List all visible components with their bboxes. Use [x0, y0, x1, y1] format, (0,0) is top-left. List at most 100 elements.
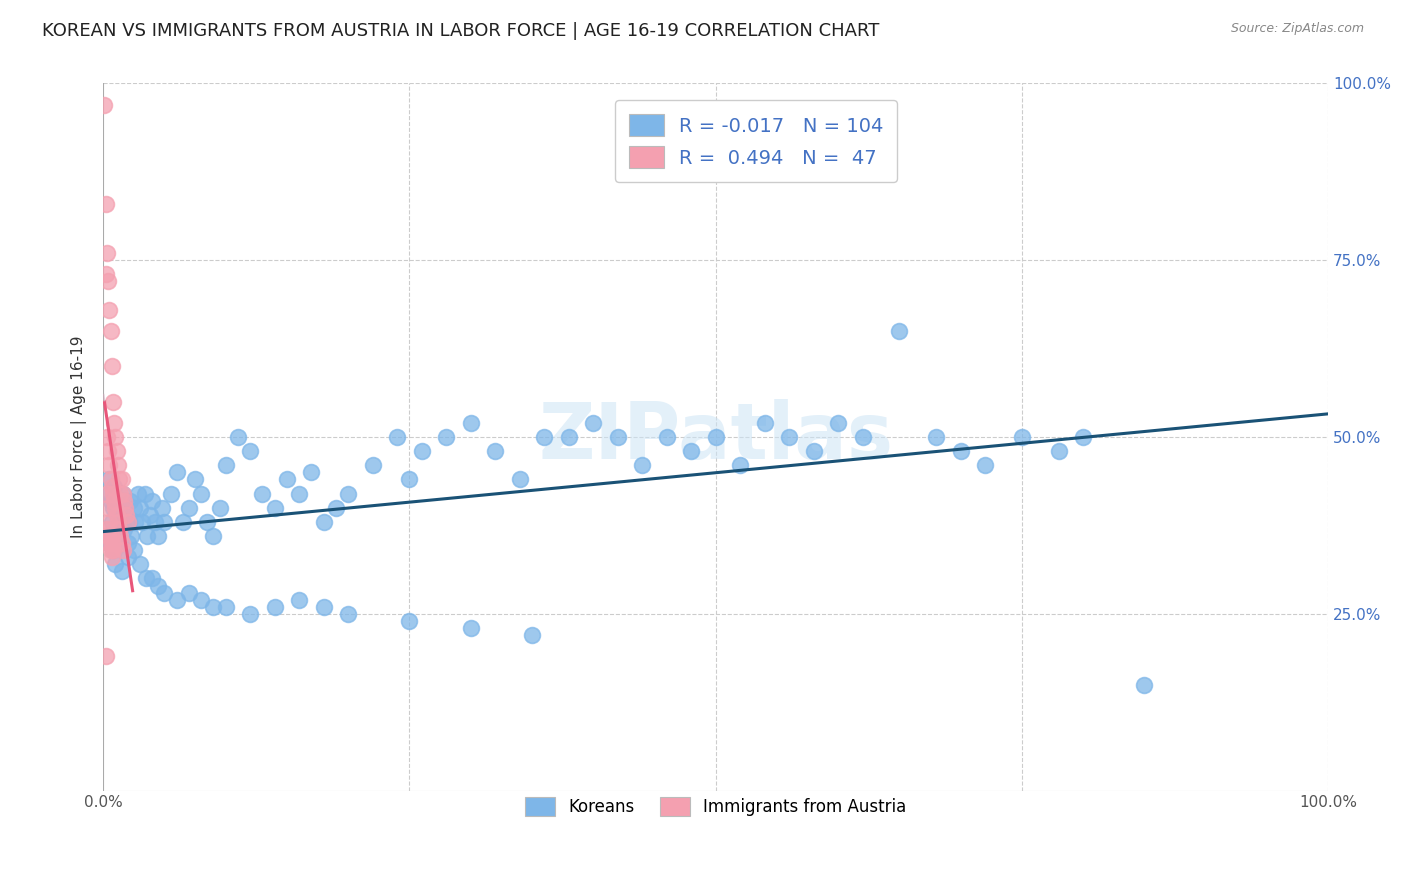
- Point: [190, 486, 212, 500]
- Point: [101, 543, 124, 558]
- Point: [704, 430, 727, 444]
- Point: [122, 500, 145, 515]
- Point: [288, 592, 311, 607]
- Point: [135, 571, 157, 585]
- Point: [276, 473, 298, 487]
- Point: [139, 508, 162, 522]
- Legend: Koreans, Immigrants from Austria: Koreans, Immigrants from Austria: [517, 789, 914, 825]
- Point: [101, 500, 124, 515]
- Point: [172, 515, 194, 529]
- Point: [115, 508, 138, 522]
- Point: [153, 515, 176, 529]
- Point: [100, 473, 122, 487]
- Point: [177, 585, 200, 599]
- Point: [226, 430, 249, 444]
- Point: [98, 536, 121, 550]
- Point: [114, 500, 136, 515]
- Point: [112, 522, 135, 536]
- Point: [108, 473, 131, 487]
- Point: [96, 522, 118, 536]
- Point: [96, 246, 118, 260]
- Point: [122, 543, 145, 558]
- Point: [110, 536, 132, 550]
- Point: [153, 585, 176, 599]
- Point: [208, 500, 231, 515]
- Text: KOREAN VS IMMIGRANTS FROM AUSTRIA IN LABOR FORCE | AGE 16-19 CORRELATION CHART: KOREAN VS IMMIGRANTS FROM AUSTRIA IN LAB…: [42, 22, 880, 40]
- Point: [94, 268, 117, 282]
- Point: [107, 458, 129, 473]
- Point: [159, 486, 181, 500]
- Point: [101, 479, 124, 493]
- Point: [103, 493, 125, 508]
- Point: [337, 607, 360, 621]
- Point: [434, 430, 457, 444]
- Point: [184, 473, 207, 487]
- Point: [103, 479, 125, 493]
- Point: [104, 500, 127, 515]
- Point: [263, 599, 285, 614]
- Point: [118, 515, 141, 529]
- Point: [105, 444, 128, 458]
- Point: [111, 486, 134, 500]
- Point: [120, 493, 142, 508]
- Point: [166, 466, 188, 480]
- Point: [263, 500, 285, 515]
- Point: [136, 529, 159, 543]
- Point: [582, 416, 605, 430]
- Point: [129, 558, 152, 572]
- Point: [141, 493, 163, 508]
- Point: [112, 493, 135, 508]
- Point: [148, 578, 170, 592]
- Point: [131, 515, 153, 529]
- Point: [215, 599, 238, 614]
- Point: [925, 430, 948, 444]
- Point: [460, 416, 482, 430]
- Point: [97, 275, 120, 289]
- Point: [101, 515, 124, 529]
- Point: [101, 359, 124, 374]
- Point: [108, 522, 131, 536]
- Point: [325, 500, 347, 515]
- Point: [134, 486, 156, 500]
- Text: Source: ZipAtlas.com: Source: ZipAtlas.com: [1230, 22, 1364, 36]
- Point: [385, 430, 408, 444]
- Point: [105, 508, 128, 522]
- Point: [104, 430, 127, 444]
- Point: [239, 607, 262, 621]
- Point: [100, 493, 122, 508]
- Point: [97, 529, 120, 543]
- Point: [93, 97, 115, 112]
- Point: [195, 515, 218, 529]
- Point: [557, 430, 579, 444]
- Point: [117, 550, 139, 565]
- Point: [101, 550, 124, 565]
- Point: [312, 599, 335, 614]
- Point: [1133, 677, 1156, 691]
- Point: [202, 599, 225, 614]
- Point: [107, 515, 129, 529]
- Point: [655, 430, 678, 444]
- Point: [974, 458, 997, 473]
- Point: [101, 536, 124, 550]
- Point: [312, 515, 335, 529]
- Point: [520, 628, 543, 642]
- Point: [96, 430, 118, 444]
- Point: [98, 515, 121, 529]
- Point: [110, 473, 132, 487]
- Point: [100, 529, 122, 543]
- Point: [96, 486, 118, 500]
- Point: [120, 529, 142, 543]
- Point: [827, 416, 849, 430]
- Point: [166, 592, 188, 607]
- Point: [484, 444, 506, 458]
- Point: [190, 592, 212, 607]
- Point: [949, 444, 972, 458]
- Point: [97, 444, 120, 458]
- Point: [104, 558, 127, 572]
- Point: [239, 444, 262, 458]
- Point: [110, 500, 132, 515]
- Point: [98, 302, 121, 317]
- Point: [101, 394, 124, 409]
- Point: [104, 493, 127, 508]
- Point: [301, 466, 323, 480]
